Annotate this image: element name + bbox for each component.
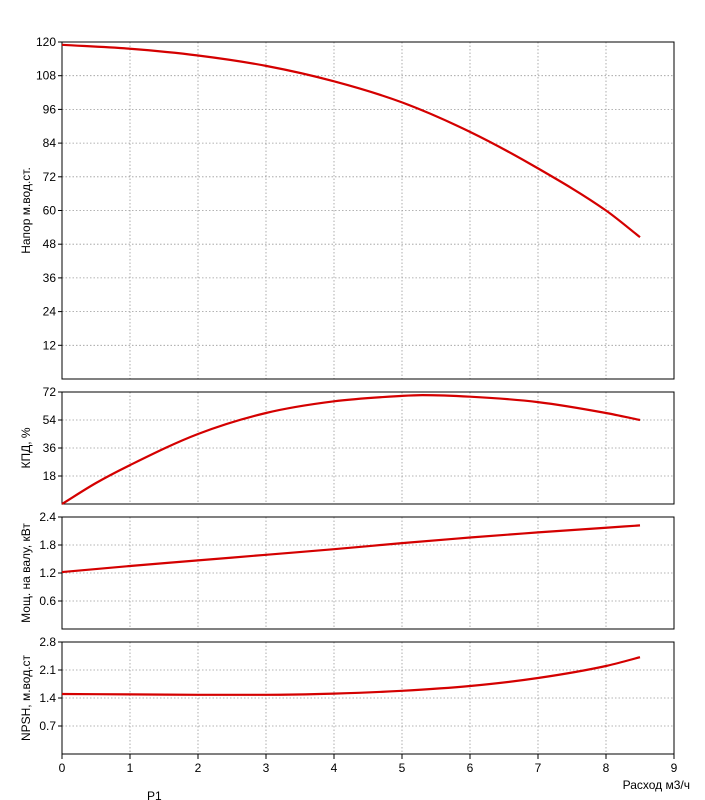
x-tick-label: 4 xyxy=(331,761,338,775)
panel-3-curve xyxy=(61,524,641,574)
panel-4-ytick-label: 0.7 xyxy=(39,719,56,733)
x-tick-label: 7 xyxy=(535,761,542,775)
panel-2-ytick-label: 36 xyxy=(43,441,57,455)
panel-2-ytick-label: 54 xyxy=(43,413,57,427)
panel-3-frame xyxy=(61,516,675,630)
panel-3-ytick-label: 1.8 xyxy=(39,538,56,552)
x-tick-label: 3 xyxy=(263,761,270,775)
panel-3-ytick-label: 0.6 xyxy=(39,594,56,608)
panel-1-frame xyxy=(61,41,675,380)
panel-1-ytick-label: 108 xyxy=(36,69,56,83)
panel-4-curve xyxy=(61,656,641,696)
panel-3-ylabel: Мощ. на валу, кВт xyxy=(19,523,33,623)
panel-4-frame xyxy=(61,641,675,755)
x-tick-label: 1 xyxy=(127,761,134,775)
panel-2-ytick-label: 72 xyxy=(43,385,57,399)
x-tick-label: 5 xyxy=(399,761,406,775)
panel-1-ytick-label: 84 xyxy=(43,136,57,150)
panel-1-ytick-label: 36 xyxy=(43,271,57,285)
x-tick-label: 2 xyxy=(195,761,202,775)
panel-4: 0.7 1.4 2.1 2.8 NPSH, м.вод.ст xyxy=(19,635,675,755)
panel-2-curve xyxy=(61,394,641,505)
panel-4-ytick-label: 1.4 xyxy=(39,691,56,705)
panel-1: 12 24 36 48 60 72 84 96 108 120 Напор м.вод.ст. xyxy=(19,35,675,380)
x-axis-label: Расход м3/ч xyxy=(623,778,690,792)
panel-3: 0.6 1.2 1.8 2.4 Мощ. на валу, кВт xyxy=(19,510,675,630)
x-tick-label: 9 xyxy=(671,761,678,775)
panel-4-ylabel: NPSH, м.вод.ст xyxy=(19,654,33,741)
panel-1-curve xyxy=(61,43,641,239)
footer-label: P1 xyxy=(147,789,162,800)
panel-2-frame xyxy=(61,391,675,505)
x-tick-label: 8 xyxy=(603,761,610,775)
panel-1-ytick-label: 48 xyxy=(43,237,57,251)
panel-2: 18 36 54 72 КПД, % xyxy=(19,385,675,505)
x-tick-label: 0 xyxy=(59,761,66,775)
x-tick-label: 6 xyxy=(467,761,474,775)
panel-4-ytick-label: 2.1 xyxy=(39,663,56,677)
panel-1-ytick-label: 12 xyxy=(43,338,57,352)
panel-4-ytick-label: 2.8 xyxy=(39,635,56,649)
panel-1-ylabel: Напор м.вод.ст. xyxy=(19,167,33,254)
panel-1-ytick-label: 24 xyxy=(43,305,57,319)
panel-1-ytick-label: 72 xyxy=(43,170,57,184)
panel-1-ytick-label: 120 xyxy=(36,35,56,49)
panel-2-ylabel: КПД, % xyxy=(19,427,33,468)
panel-1-ytick-label: 96 xyxy=(43,102,57,116)
panel-1-ytick-label: 60 xyxy=(43,204,57,218)
panel-3-ytick-label: 1.2 xyxy=(39,566,56,580)
panel-3-ytick-label: 2.4 xyxy=(39,510,56,524)
panel-2-ytick-label: 18 xyxy=(43,469,57,483)
